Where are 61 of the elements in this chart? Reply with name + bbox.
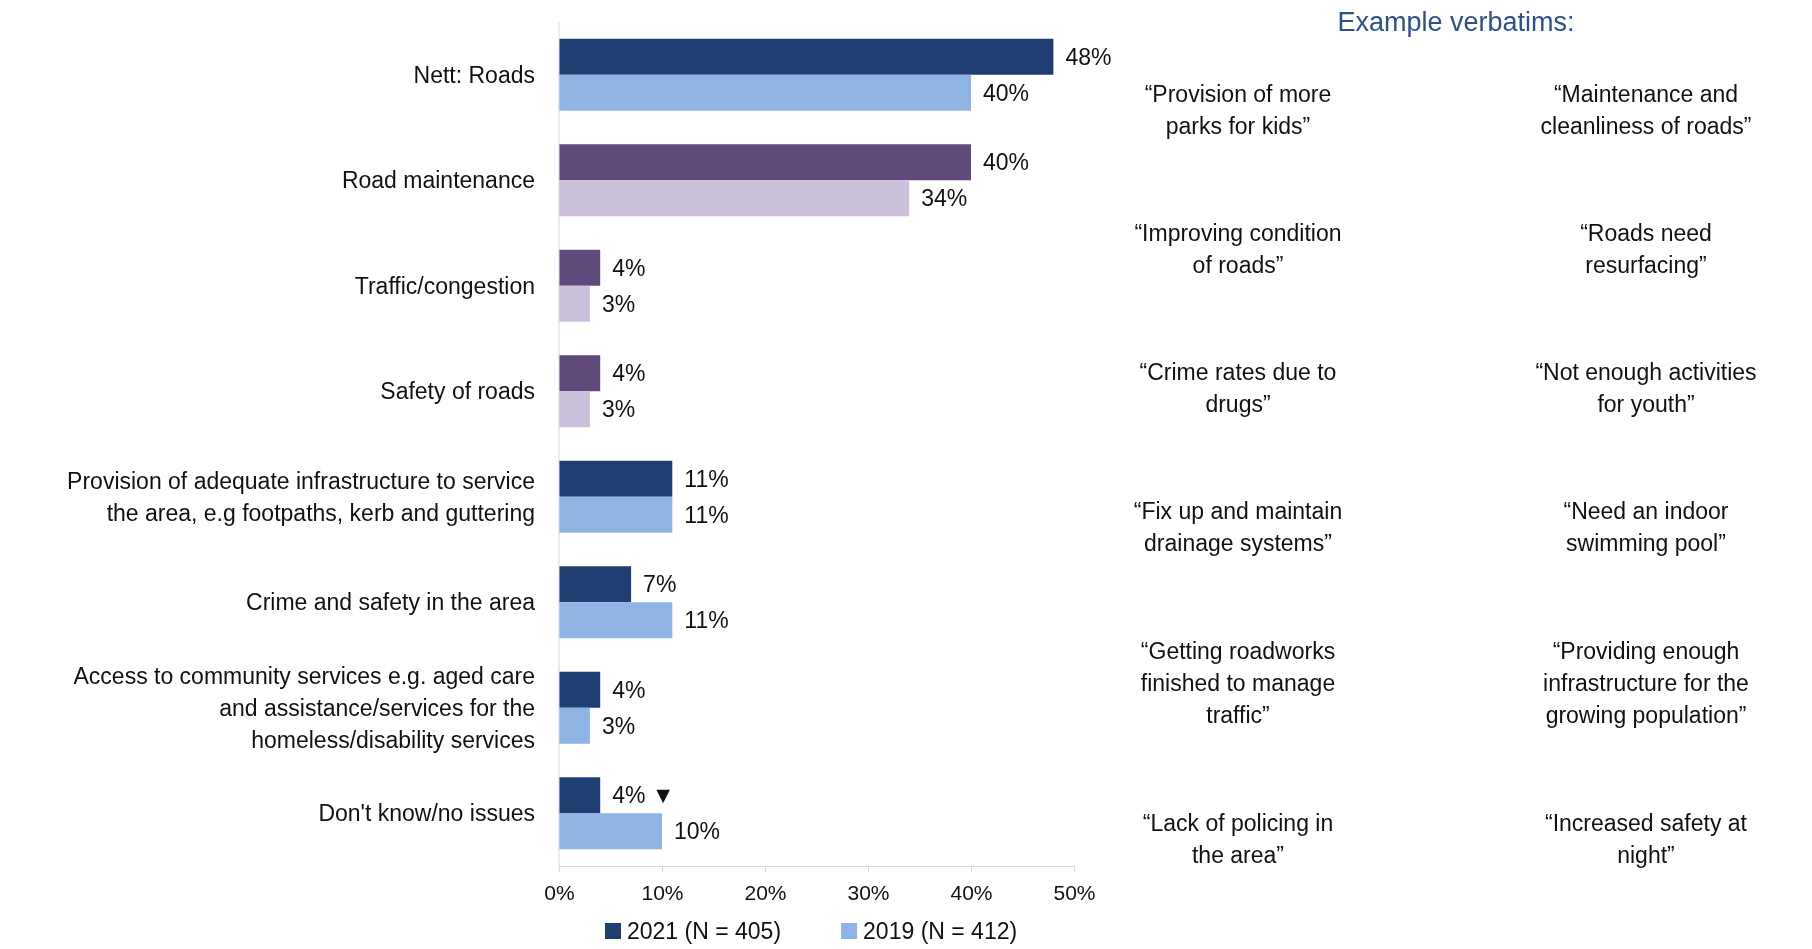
data-label: 4% ▼	[612, 782, 675, 809]
text: “Provision of more parks for kids”	[1144, 81, 1332, 140]
data-label: 11%	[684, 501, 729, 528]
data-label: 40%	[983, 149, 1030, 176]
x-tick-label: 10%	[641, 881, 684, 905]
bar	[559, 813, 662, 850]
bar	[559, 74, 971, 111]
data-label: 4%	[612, 676, 646, 703]
text: “Increased safety at night”	[1545, 810, 1748, 869]
y-tick-label: Crime and safety in the area	[246, 589, 536, 616]
bar	[559, 460, 673, 497]
y-tick-label: Don't know/no issues	[318, 800, 535, 827]
data-label: 3%	[601, 290, 636, 317]
text: “Need an indoor swimming pool”	[1563, 498, 1729, 557]
x-tick-label: 40%	[950, 881, 993, 905]
bar	[559, 566, 632, 603]
bar	[559, 602, 673, 639]
data-label: 3%	[601, 396, 636, 423]
x-tick-label: 0%	[544, 881, 575, 905]
data-label: 10%	[674, 818, 721, 845]
bar	[559, 38, 1054, 75]
data-label: 7%	[643, 571, 677, 598]
text: Example verbatims:	[1337, 7, 1575, 38]
bar	[559, 144, 971, 181]
legend-label: 2019 (N = 412)	[863, 918, 1018, 945]
legend-label: 2021 (N = 405)	[627, 918, 782, 945]
text: “Crime rates due to drugs”	[1139, 359, 1337, 418]
data-label: 34%	[921, 185, 968, 212]
text: “Fix up and maintain drainage systems”	[1133, 498, 1343, 557]
y-tick-label: Nett: Roads	[413, 61, 535, 88]
y-tick-label: Traffic/congestion	[354, 272, 535, 299]
text: “Maintenance and cleanliness of roads”	[1540, 81, 1752, 140]
bar	[559, 355, 601, 392]
data-label: 40%	[983, 79, 1030, 106]
data-label: 48%	[1065, 43, 1112, 70]
bar	[559, 285, 590, 322]
data-label: 3%	[601, 712, 636, 739]
bar	[559, 707, 590, 744]
y-tick-label: Access to community services e.g. aged care and assistance/services for the homeless/disability services	[73, 662, 535, 753]
y-tick-label: Provision of adequate infrastructure to service the area, e.g footpaths, kerb and guttering	[67, 467, 535, 526]
y-tick-label: Road maintenance	[341, 167, 535, 194]
bar	[559, 249, 601, 286]
text: “Improving condition of roads”	[1134, 220, 1342, 279]
text: “Getting roadworks finished to manage traffic”	[1140, 638, 1336, 729]
x-tick-label: 30%	[847, 881, 890, 905]
data-label: 4%	[612, 254, 646, 281]
text: “Not enough activities for youth”	[1535, 359, 1757, 418]
data-label: 11%	[684, 607, 729, 634]
x-tick-label: 50%	[1053, 881, 1096, 905]
data-label: 4%	[612, 360, 646, 387]
text: “Roads need resurfacing”	[1580, 220, 1712, 279]
text: “Lack of policing in the area”	[1142, 810, 1334, 869]
x-tick-label: 20%	[744, 881, 787, 905]
y-tick-label: Safety of roads	[380, 378, 535, 405]
text: “Providing enough infrastructure for the growing population”	[1543, 638, 1749, 729]
bar	[559, 777, 601, 814]
bar	[559, 496, 673, 533]
bar	[559, 391, 590, 428]
bar	[559, 671, 601, 708]
bar	[559, 180, 910, 217]
data-label: 11%	[684, 465, 729, 492]
